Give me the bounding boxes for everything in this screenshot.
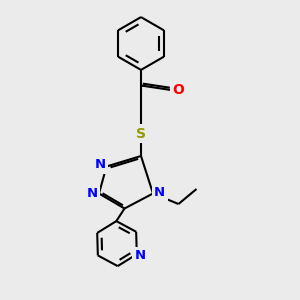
Text: N: N	[94, 158, 106, 172]
Text: N: N	[87, 187, 98, 200]
Text: O: O	[172, 83, 184, 97]
Text: N: N	[154, 185, 165, 199]
Text: S: S	[136, 127, 146, 140]
Text: N: N	[135, 249, 146, 262]
